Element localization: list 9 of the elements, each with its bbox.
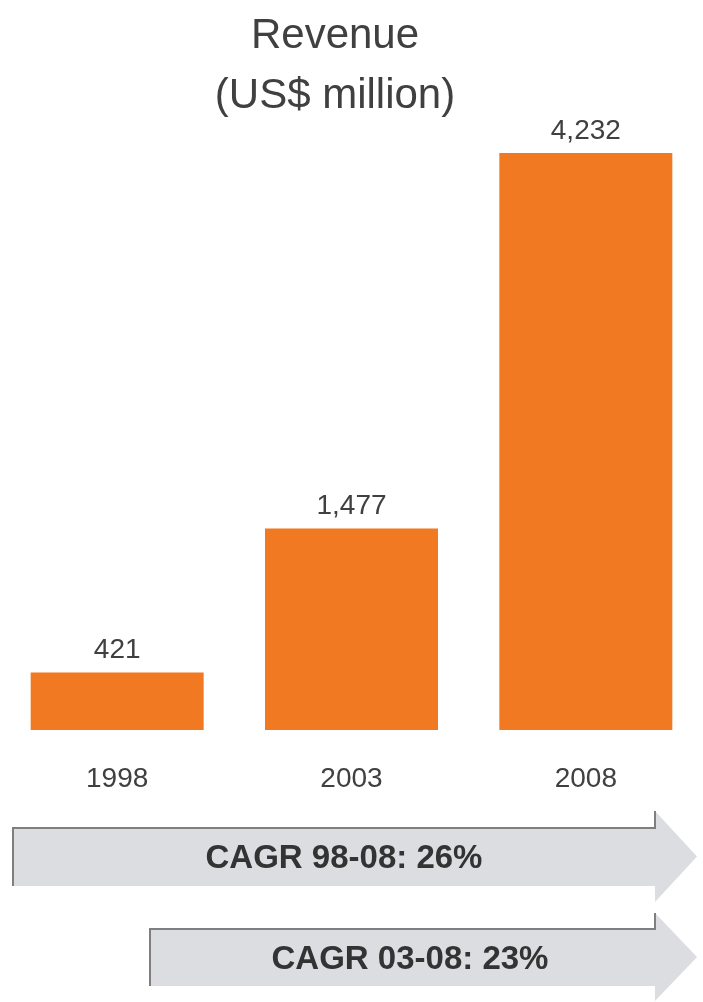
data-label: 1,477 xyxy=(316,489,387,521)
chart-title: Revenue (US$ million) xyxy=(214,9,456,117)
text: CAGR 03-08: 23% xyxy=(271,939,549,977)
x-tick-label: 2003 xyxy=(320,761,383,793)
x-tick-label: 1998 xyxy=(86,761,149,793)
text: CAGR 98-08: 26% xyxy=(205,838,483,876)
x-tick-label: 2008 xyxy=(554,761,617,793)
data-label: 4,232 xyxy=(550,113,621,145)
data-label: 421 xyxy=(93,633,141,665)
